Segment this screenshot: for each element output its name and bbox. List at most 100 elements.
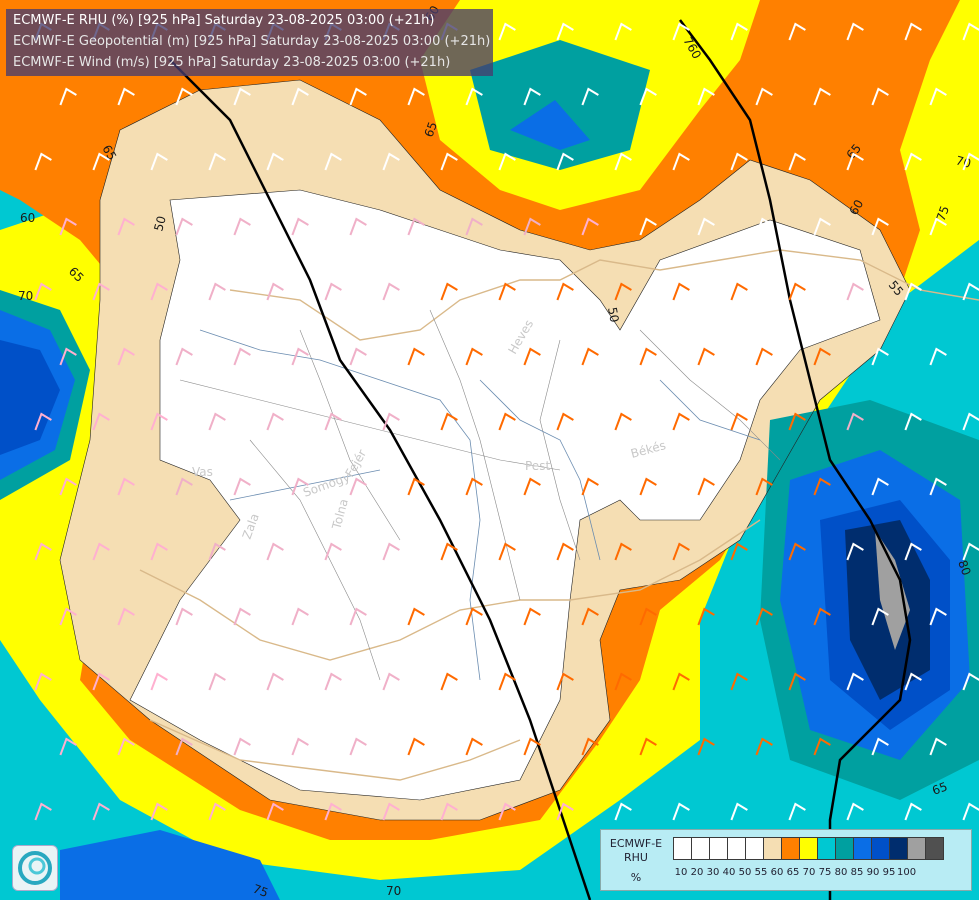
wind-barb: [349, 347, 367, 366]
label-rh-70-c: 70: [386, 884, 401, 898]
wind-barb: [904, 542, 922, 561]
wind-barb: [581, 607, 599, 626]
wind-barb: [382, 152, 400, 171]
label-rh-60-c: 60: [846, 197, 866, 217]
legend-tick-label: 75: [818, 867, 832, 878]
wind-barb: [813, 347, 831, 366]
wind-barb: [614, 802, 632, 821]
wind-barb: [150, 542, 168, 561]
wind-barb: [407, 477, 425, 496]
wind-barb: [639, 477, 657, 496]
wind-barb: [697, 87, 715, 106]
geopotential-contours: [169, 19, 912, 900]
legend-swatches: [673, 837, 944, 860]
wind-barb: [382, 412, 400, 431]
legend-tick-label: 55: [754, 867, 768, 878]
wind-barb: [730, 542, 748, 561]
wind-barb: [556, 542, 574, 561]
wind-barb: [349, 607, 367, 626]
wind-barb: [614, 672, 632, 691]
legend-tick-label: 100: [897, 867, 917, 878]
wind-barb: [407, 607, 425, 626]
wind-barb: [788, 282, 806, 301]
legend-tick-label: 65: [786, 867, 800, 878]
legend-swatch: [853, 837, 872, 860]
wind-barb: [962, 412, 979, 431]
header-line-wind: ECMWF-E Wind (m/s) [925 hPa] Saturday 23…: [13, 55, 451, 70]
wind-barb: [440, 802, 458, 821]
wind-barb: [672, 542, 690, 561]
wind-barb: [672, 802, 690, 821]
wind-barb: [407, 217, 425, 236]
wind-barb: [788, 152, 806, 171]
wind-barb: [639, 87, 657, 106]
wind-barb: [581, 737, 599, 756]
wind-barb: [465, 737, 483, 756]
wind-barb: [871, 347, 889, 366]
wind-barb: [846, 802, 864, 821]
wind-barb: [523, 607, 541, 626]
wind-barb: [34, 282, 52, 301]
admin-borders: [179, 309, 781, 681]
wind-barb: [813, 477, 831, 496]
legend-swatch: [817, 837, 836, 860]
wind-barb: [59, 477, 77, 496]
wind-barb: [34, 672, 52, 691]
legend-tick-label: 20: [690, 867, 704, 878]
wind-barb: [208, 542, 226, 561]
wind-barb: [59, 347, 77, 366]
legend-swatch: [763, 837, 782, 860]
header-line-rhu: ECMWF-E RHU (%) [925 hPa] Saturday 23-08…: [13, 13, 435, 28]
wind-barbs: [34, 22, 979, 821]
wind-barb: [407, 737, 425, 756]
legend-swatch: [871, 837, 890, 860]
wind-barb: [349, 737, 367, 756]
wind-barb: [581, 477, 599, 496]
legend-tick-label: 90: [866, 867, 880, 878]
wind-barb: [755, 477, 773, 496]
wind-barb: [962, 672, 979, 691]
wind-barb: [349, 87, 367, 106]
wind-barb: [175, 87, 193, 106]
wind-barb: [266, 412, 284, 431]
wind-barb: [871, 477, 889, 496]
wind-barb: [962, 802, 979, 821]
legend-tick-label: 85: [850, 867, 864, 878]
wind-barb: [117, 477, 135, 496]
wind-barb: [904, 282, 922, 301]
wind-barb: [846, 282, 864, 301]
wind-barb: [208, 672, 226, 691]
legend-tick-label: 10: [674, 867, 688, 878]
rh-band-95-right: [875, 530, 910, 650]
rh-band-85-left: [0, 340, 60, 455]
wind-barb: [266, 542, 284, 561]
label-rh-50-a: 50: [151, 214, 168, 232]
wind-barb: [291, 87, 309, 106]
wind-barb: [150, 802, 168, 821]
wind-barb: [150, 412, 168, 431]
wind-barb: [697, 217, 715, 236]
wind-barb: [498, 542, 516, 561]
wind-barb: [962, 282, 979, 301]
wind-barb: [672, 152, 690, 171]
wind-barb: [581, 347, 599, 366]
wind-barb: [929, 477, 947, 496]
wind-barb: [871, 87, 889, 106]
wind-barb: [233, 607, 251, 626]
legend-units: %: [630, 871, 642, 884]
wind-barb: [498, 22, 516, 41]
wind-barb: [614, 542, 632, 561]
wind-barb: [904, 802, 922, 821]
wind-barb: [639, 607, 657, 626]
legend-ticks: 10 20 30 40 50 55 60 65 70 75 80 85 90 95 100: [673, 867, 917, 878]
wind-barb: [233, 737, 251, 756]
wind-barb: [382, 542, 400, 561]
legend-tick-label: 30: [706, 867, 720, 878]
wind-barb: [382, 802, 400, 821]
wind-barb: [730, 802, 748, 821]
wind-barb: [465, 347, 483, 366]
country-borders: [139, 249, 979, 781]
wind-barb: [59, 217, 77, 236]
wind-barb: [117, 347, 135, 366]
